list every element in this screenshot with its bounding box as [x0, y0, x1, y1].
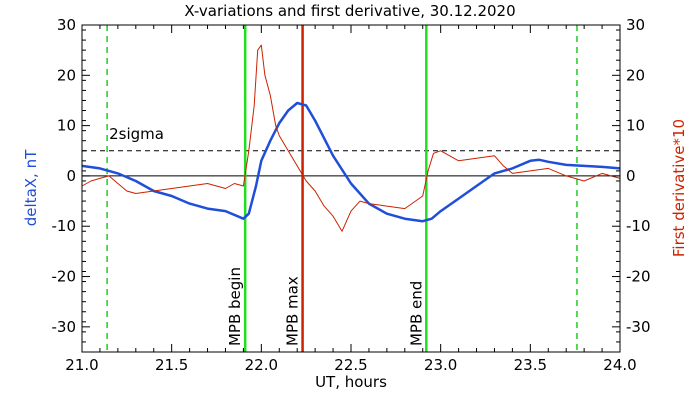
y-tick-label-left-3: 0: [66, 167, 76, 185]
y-tick-label-left-0: -30: [52, 318, 77, 336]
y-tick-label-left-4: 10: [57, 117, 76, 135]
y-tick-label-left-5: 20: [57, 66, 76, 84]
y-tick-label-right-3: 0: [626, 167, 636, 185]
series-line-0: [81, 101, 621, 223]
marker-label-1: MPB begin: [226, 267, 244, 346]
x-tick-label-5: 23.5: [514, 356, 547, 374]
x-tick-label-1: 21.5: [155, 356, 188, 374]
y-axis-title-left: deltaX, nT: [22, 149, 40, 226]
y-tick-label-left-1: -20: [52, 268, 77, 286]
y-tick-label-right-5: 20: [626, 66, 645, 84]
plot-frame: [81, 24, 621, 353]
series-line-1: [81, 44, 621, 232]
marker-label-3: MPB end: [407, 281, 425, 346]
y-tick-label-right-0: -30: [626, 318, 651, 336]
x-axis-title: UT, hours: [315, 373, 387, 391]
chart-title: X-variations and first derivative, 30.12…: [184, 2, 515, 20]
marker-label-2: MPB max: [284, 276, 302, 346]
y-tick-label-right-4: 10: [626, 117, 645, 135]
y-tick-label-right-2: -10: [626, 217, 651, 235]
x-tick-label-0: 21.0: [65, 356, 98, 374]
sigma-label: 2sigma: [109, 125, 164, 143]
y-tick-label-left-2: -10: [52, 217, 77, 235]
x-tick-label-6: 24.0: [603, 356, 636, 374]
y-tick-label-right-1: -20: [626, 268, 651, 286]
y-tick-label-left-6: 30: [57, 16, 76, 34]
x-tick-label-4: 23.0: [424, 356, 457, 374]
x-tick-label-2: 22.0: [245, 356, 278, 374]
x-tick-label-3: 22.5: [334, 356, 367, 374]
y-tick-label-right-6: 30: [626, 16, 645, 34]
y-axis-title-right: First derivative*10: [670, 119, 688, 257]
